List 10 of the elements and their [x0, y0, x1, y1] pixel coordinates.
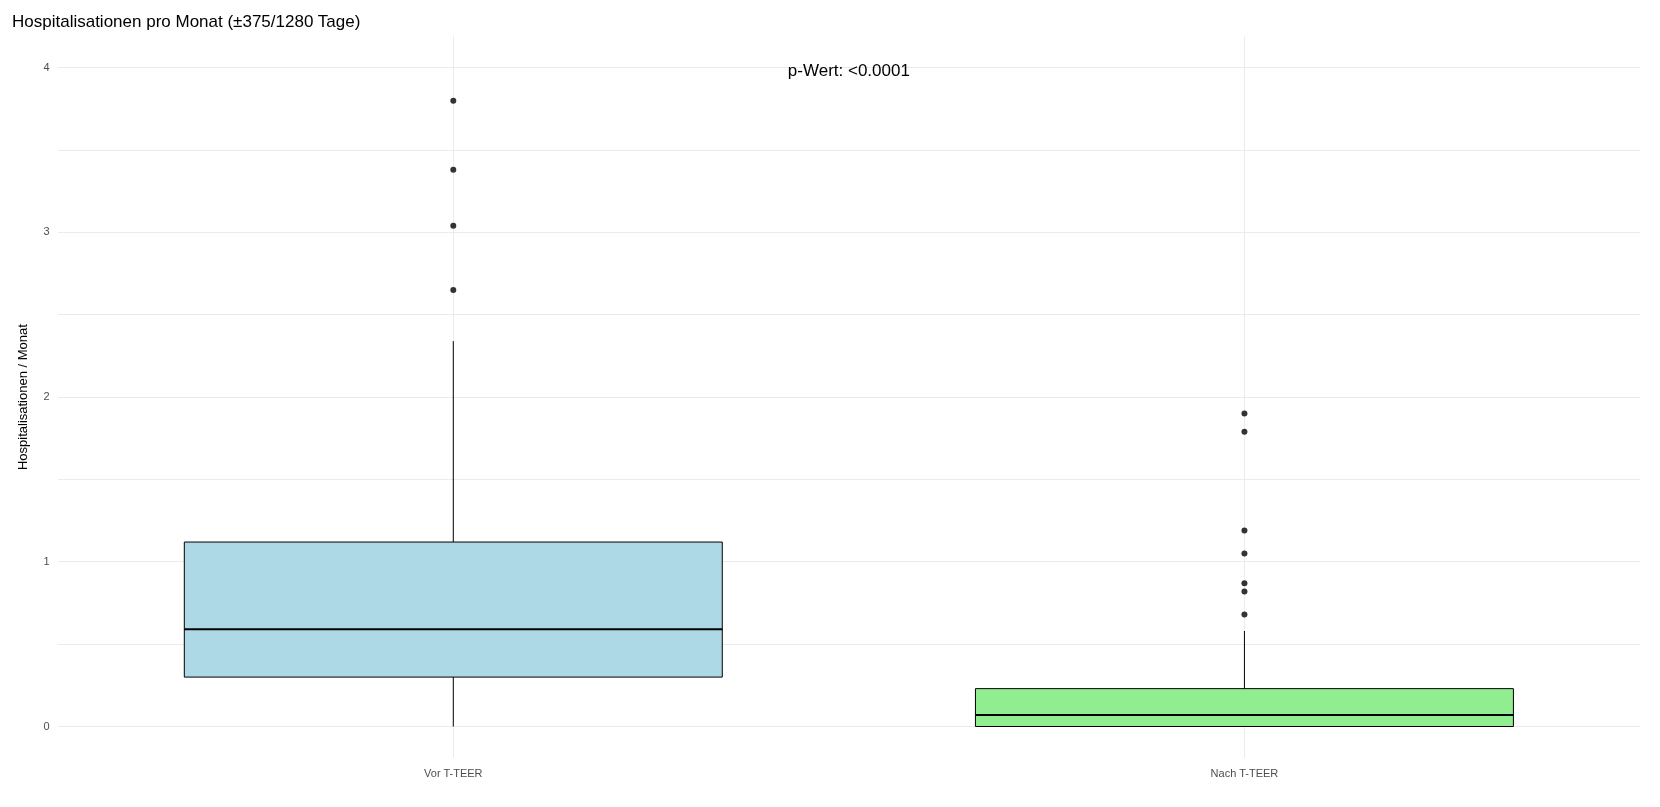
annotation: p-Wert: <0.0001 — [787, 61, 910, 81]
y-tick-label: 0 — [43, 719, 50, 732]
y-tick-label: 4 — [43, 60, 50, 73]
y-tick-label: 1 — [43, 554, 50, 567]
y-tick-label: 3 — [43, 225, 50, 238]
chart-title: Hospitalisationen pro Monat (±375/1280 Tage) — [12, 11, 361, 31]
y-axis-title: Hospitalisationen / Monat — [15, 323, 31, 471]
x-tick-label: Vor T-TEER — [424, 767, 483, 780]
x-tick-label: Nach T-TEER — [1210, 767, 1279, 780]
y-tick-label: 2 — [43, 390, 50, 403]
